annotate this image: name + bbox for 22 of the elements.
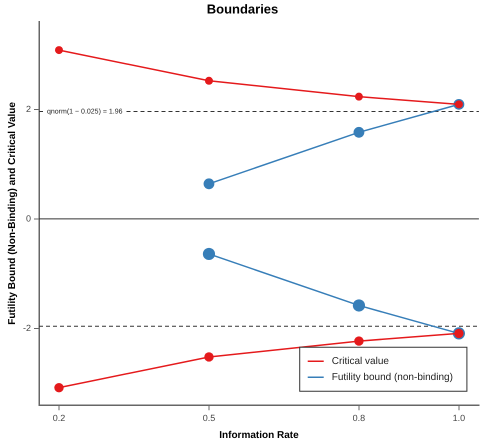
point (204, 178, 214, 190)
y-axis-title: Futility Bound (Non-Binding) and Critical Value (6, 102, 18, 325)
point (354, 92, 363, 101)
point (202, 248, 216, 260)
x-tick-label: 0.8 (352, 413, 366, 424)
y-tick-label: -2 (22, 322, 31, 333)
point (55, 46, 63, 54)
point (354, 336, 364, 346)
x-axis-title: Information Rate (219, 430, 300, 441)
point (204, 352, 214, 362)
x-tick-label: 0.2 (52, 413, 66, 424)
chart-title: Boundaries (206, 1, 278, 16)
x-tick-label: 1.0 (452, 413, 466, 424)
point (54, 382, 64, 392)
legend-label: Critical value (332, 356, 390, 367)
y-tick-label: 0 (26, 213, 31, 224)
y-tick-label: 2 (26, 104, 31, 114)
x-tick-label: 0.5 (202, 413, 216, 424)
point (352, 299, 366, 312)
point (354, 126, 364, 138)
point (204, 76, 213, 85)
legend-label: Futility bound (non-binding) (332, 372, 453, 383)
